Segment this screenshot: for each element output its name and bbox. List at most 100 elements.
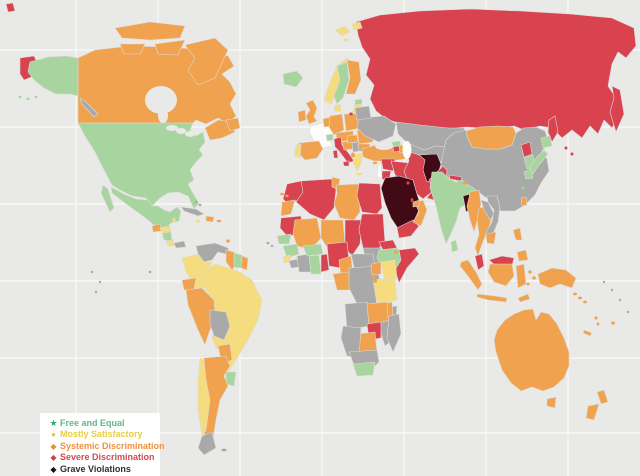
legend-item-grave_violations: ◆ Grave Violations: [47, 464, 160, 475]
region-australia: [493, 308, 570, 392]
legend-marker-severe_discrimination-icon: ◆: [50, 453, 57, 463]
region-ghana: [308, 254, 322, 275]
region-pacific-speck: [98, 280, 102, 284]
region-uk: [305, 99, 318, 125]
region-canary: [285, 194, 289, 198]
region-malaysia: [474, 253, 485, 271]
caspian-sea: [402, 141, 412, 159]
region-luzon: [512, 227, 523, 241]
region-borneo-id: [487, 263, 515, 287]
region-russia: [355, 8, 637, 139]
region-chile: [197, 357, 211, 437]
region-franz-josef: [391, 14, 397, 18]
region-peru: [185, 287, 217, 346]
region-portugal: [293, 143, 302, 159]
region-sri-lanka: [450, 239, 459, 253]
great-lake-c: [185, 131, 195, 137]
region-denmark: [333, 103, 342, 113]
legend-marker-mostly_satisfactory-icon: ●: [51, 430, 56, 440]
region-solomon: [583, 300, 587, 304]
region-svalbard-b: [351, 21, 363, 31]
great-lake-a: [166, 125, 178, 131]
region-panama: [173, 240, 187, 249]
region-burkina: [302, 243, 324, 257]
legend-marker-grave_violations-icon: ◆: [50, 464, 57, 474]
region-sicily: [342, 160, 350, 167]
region-crete: [356, 172, 362, 176]
region-franz-josef: [399, 16, 405, 20]
legend-item-systemic_discrimination: ◆ Systemic Discrimination: [47, 441, 164, 452]
region-trinidad: [226, 239, 230, 243]
region-bahamas: [194, 200, 198, 204]
region-maluku: [528, 270, 532, 274]
region-sakhalin: [547, 115, 559, 143]
region-uganda: [370, 261, 382, 276]
region-belize: [172, 217, 176, 223]
region-kenya: [380, 259, 398, 282]
region-djibouti: [394, 250, 398, 254]
region-mexico: [110, 186, 182, 231]
region-okinawa: [521, 186, 525, 190]
region-uruguay: [225, 371, 237, 387]
legend-label: Grave Violations: [60, 463, 131, 474]
black-sea: [375, 142, 393, 150]
region-timor: [517, 293, 531, 303]
region-bhutan: [462, 181, 468, 185]
region-togo-benin: [320, 253, 330, 273]
region-moldova: [372, 134, 376, 140]
region-kamchatka: [609, 85, 625, 133]
region-yemen: [396, 219, 420, 239]
region-sumatra: [459, 259, 483, 291]
legend-label: Severe Discrimination: [60, 452, 155, 463]
region-alaska: [27, 55, 79, 97]
region-switzerland: [325, 133, 334, 142]
region-honshu: [528, 149, 549, 175]
legend-item-free_equal: ★ Free and Equal: [47, 418, 160, 429]
region-tanzania: [372, 277, 398, 305]
legend-item-mostly_satisfactory: ● Mostly Satisfactory: [47, 429, 160, 440]
country-shapes: [5, 2, 637, 456]
region-sulawesi: [515, 263, 527, 289]
region-galapagos: [148, 270, 152, 274]
region-suriname: [233, 252, 243, 269]
region-jamaica: [195, 219, 201, 223]
region-fiji: [611, 321, 615, 325]
region-guinea: [282, 243, 300, 259]
region-kuril: [564, 146, 568, 150]
region-svalbard-a: [334, 25, 351, 37]
region-svalbard-dot: [343, 38, 349, 42]
region-canada-arctic-b: [154, 39, 186, 56]
region-hokkaido: [540, 135, 553, 149]
region-pacific-speck: [610, 288, 614, 292]
region-hungary: [346, 134, 359, 144]
region-mongolia: [465, 125, 517, 150]
region-bolivia: [209, 309, 231, 341]
region-qatar: [410, 198, 414, 202]
region-aleutian: [34, 95, 38, 99]
region-kyushu: [523, 168, 534, 180]
region-ecuador: [181, 277, 197, 291]
region-rwanda-burundi: [373, 279, 377, 283]
region-alaska-panhandle: [79, 97, 99, 118]
region-puerto-rico: [216, 219, 222, 223]
region-pacific-speck: [94, 290, 98, 294]
region-hispaniola: [205, 215, 215, 223]
region-pacific-speck: [618, 298, 622, 302]
region-cape-verde: [266, 241, 270, 245]
region-cuba: [180, 206, 205, 217]
region-solomon: [578, 296, 582, 300]
region-bahamas: [198, 203, 202, 207]
region-madagascar: [386, 313, 402, 353]
region-new-guinea: [537, 267, 577, 289]
region-solomon: [573, 292, 577, 296]
region-nz-south: [585, 403, 600, 421]
region-pacific-speck: [90, 270, 94, 274]
region-somalia: [394, 247, 420, 284]
region-arctic-wrap: [5, 2, 16, 13]
region-kuwait: [406, 181, 410, 185]
region-french-guiana: [240, 255, 249, 271]
region-canada-arctic-d: [119, 43, 146, 55]
region-pacific-speck: [602, 280, 606, 284]
region-kaliningrad: [349, 112, 353, 116]
